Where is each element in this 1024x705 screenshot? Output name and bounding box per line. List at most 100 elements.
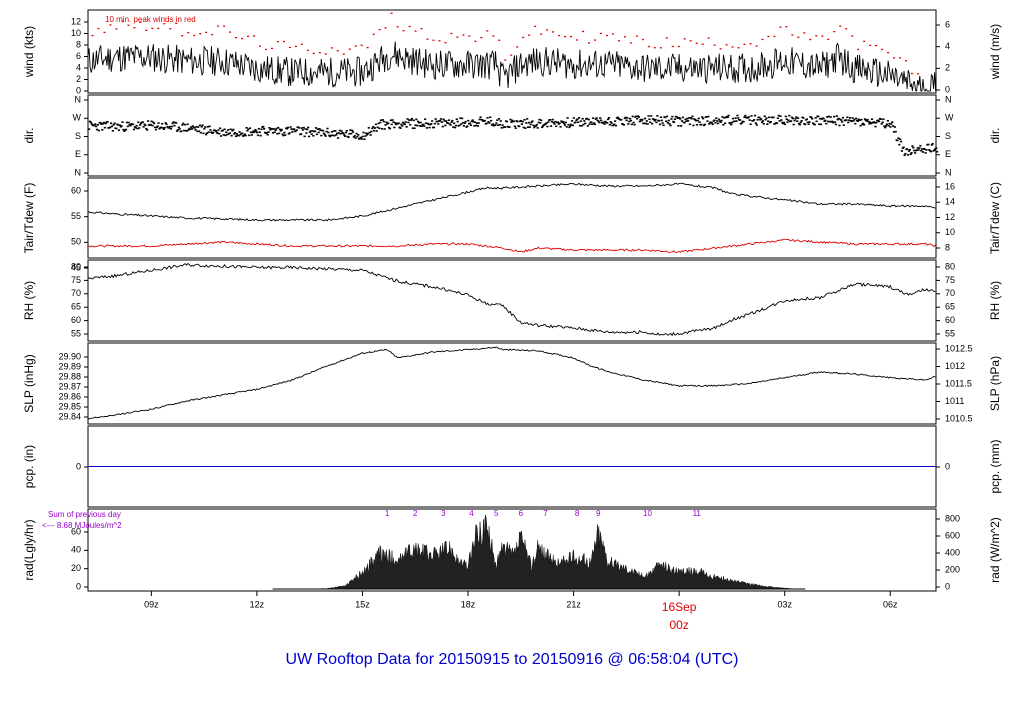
direction-point — [150, 120, 153, 123]
direction-point — [483, 119, 487, 122]
direction-point — [336, 132, 339, 135]
peak-wind-dot — [486, 30, 489, 32]
direction-point — [144, 124, 147, 127]
y-axis-label-left: SLP (inHg) — [22, 354, 36, 412]
direction-point — [531, 120, 534, 122]
direction-point — [681, 116, 684, 119]
peak-wind-dot — [534, 25, 537, 28]
direction-point — [811, 117, 814, 120]
direction-point — [259, 134, 262, 137]
left-tick-label: 29.84 — [58, 411, 81, 421]
direction-point — [934, 148, 937, 150]
direction-point — [859, 124, 862, 127]
peak-wind-dot — [803, 32, 806, 34]
direction-point — [226, 133, 229, 136]
direction-point — [649, 121, 652, 124]
direction-point — [383, 128, 386, 130]
direction-point — [724, 122, 727, 125]
direction-point — [252, 130, 255, 132]
direction-point — [332, 130, 335, 132]
direction-point — [819, 123, 823, 126]
peak-wind-dot — [552, 31, 555, 33]
direction-point — [902, 146, 905, 149]
direction-point — [856, 120, 860, 122]
right-tick-label: 0 — [945, 581, 950, 591]
direction-point — [349, 129, 352, 131]
direction-point — [475, 124, 478, 127]
direction-point — [827, 115, 831, 118]
direction-point — [560, 120, 563, 122]
direction-point — [802, 117, 805, 119]
direction-point — [546, 125, 549, 128]
direction-point — [835, 115, 838, 117]
direction-point — [916, 147, 919, 149]
hour-label: 3 — [441, 509, 446, 518]
direction-point — [431, 120, 434, 122]
direction-point — [430, 123, 433, 125]
direction-point — [205, 132, 209, 134]
direction-point — [718, 120, 721, 122]
direction-point — [889, 126, 892, 128]
peak-wind-dot — [641, 38, 644, 41]
left-tick-label: 65 — [71, 302, 81, 312]
direction-point — [436, 120, 439, 123]
direction-point — [599, 119, 603, 122]
direction-point — [640, 119, 643, 122]
direction-point — [455, 118, 458, 121]
direction-point — [505, 120, 509, 123]
direction-point — [248, 134, 251, 137]
peak-wind-dot — [570, 35, 573, 38]
direction-point — [154, 128, 158, 131]
direction-point — [305, 132, 308, 134]
y-axis-label-right: SLP (hPa) — [988, 356, 1002, 411]
direction-point — [673, 118, 677, 121]
direction-point — [208, 125, 211, 128]
direction-point — [437, 123, 440, 125]
direction-point — [234, 135, 238, 138]
direction-point — [294, 130, 297, 132]
peak-wind-dot — [127, 24, 130, 26]
peak-wind-dot — [151, 27, 154, 29]
direction-point — [511, 119, 514, 122]
direction-point — [146, 120, 150, 122]
direction-point — [408, 119, 411, 121]
peak-wind-dot — [378, 28, 381, 31]
direction-point — [675, 115, 678, 118]
direction-point — [139, 124, 142, 126]
direction-point — [623, 117, 626, 120]
direction-point — [172, 121, 175, 123]
direction-point — [579, 120, 582, 122]
direction-point — [327, 131, 330, 134]
peak-wind-dot — [659, 47, 662, 49]
left-tick-label: 29.86 — [58, 391, 81, 401]
direction-point — [479, 116, 482, 118]
left-tick-label: 29.88 — [58, 371, 81, 381]
direction-point — [766, 123, 769, 125]
left-tick-label: 29.87 — [58, 381, 81, 391]
direction-point — [354, 137, 357, 139]
direction-point — [550, 120, 553, 123]
peak-wind-dot — [444, 42, 447, 44]
peak-wind-dot — [713, 44, 716, 46]
direction-point — [104, 122, 107, 125]
direction-point — [149, 123, 152, 126]
direction-point — [288, 132, 291, 134]
direction-point — [269, 128, 272, 131]
y-axis-label-right: Tair/Tdew (C) — [988, 182, 1002, 254]
right-tick-label: 80 — [945, 261, 955, 271]
direction-point — [667, 119, 670, 122]
direction-point — [653, 119, 656, 122]
direction-point — [911, 145, 914, 147]
direction-point — [467, 119, 470, 122]
direction-point — [529, 123, 532, 126]
direction-point — [862, 122, 865, 125]
direction-point — [234, 132, 237, 134]
peak-wind-dot — [719, 48, 722, 50]
peak-wind-dot — [911, 72, 914, 75]
direction-point — [522, 126, 525, 129]
direction-point — [716, 120, 719, 122]
direction-point — [366, 132, 370, 135]
direction-point — [449, 124, 452, 126]
direction-point — [416, 124, 419, 127]
direction-point — [594, 118, 597, 120]
